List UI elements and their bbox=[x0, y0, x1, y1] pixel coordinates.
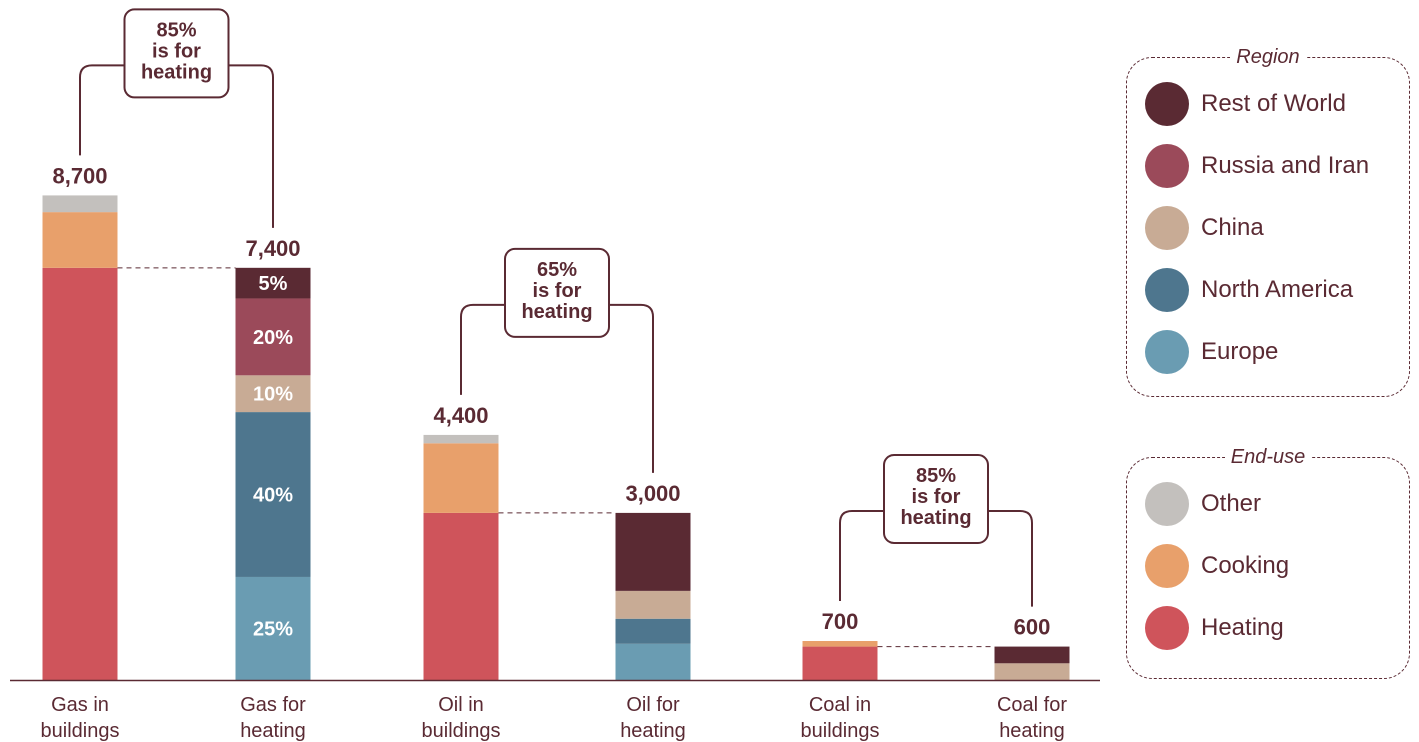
bar-segment-heating bbox=[42, 267, 118, 680]
rest-of-world-swatch bbox=[1145, 82, 1189, 126]
bar-total-label: 700 bbox=[822, 609, 859, 634]
bar-total-label: 7,400 bbox=[245, 236, 300, 261]
category-label-line: heating bbox=[620, 720, 686, 742]
category-label-line: Coal in bbox=[809, 694, 871, 716]
segment-share-label: 25% bbox=[253, 618, 293, 640]
category-label-line: heating bbox=[240, 720, 306, 742]
category-label-line: buildings bbox=[422, 720, 501, 742]
bar-segment-europe bbox=[235, 576, 311, 680]
annotation-text-line: heating bbox=[900, 507, 971, 529]
legend-item-rest-of-world: Rest of World bbox=[1145, 82, 1346, 126]
annotation-text-line: heating bbox=[521, 301, 592, 323]
bar-segment-china bbox=[994, 663, 1070, 680]
annotation-text: 85% is for heating bbox=[141, 19, 212, 83]
legend-item-other: Other bbox=[1145, 482, 1261, 526]
bar-segment-europe bbox=[615, 643, 691, 680]
segment-share-label: 5% bbox=[259, 273, 288, 295]
segment-share-label: 10% bbox=[253, 384, 293, 406]
legend-item-europe: Europe bbox=[1145, 330, 1278, 374]
category-label-line: Gas in bbox=[51, 694, 109, 716]
annotation-text: 65% is for heating bbox=[521, 259, 592, 323]
category-label: Gas for heating bbox=[240, 694, 306, 742]
legend-region: Region Rest of World Russia and Iran Chi… bbox=[1126, 46, 1410, 397]
annotation-text-line: heating bbox=[141, 61, 212, 83]
legend-region-title: Region bbox=[1230, 46, 1306, 68]
legend-item-heating: Heating bbox=[1145, 606, 1284, 650]
category-label: Oil for heating bbox=[620, 694, 686, 742]
bar-segment-other bbox=[423, 434, 499, 444]
category-label: Gas in buildings bbox=[41, 694, 120, 742]
bar-segment-north-america bbox=[615, 618, 691, 644]
annotation-text: 85% is for heating bbox=[900, 465, 971, 529]
stacked-bar-chart: 8,700 Gas in buildings 25% 40% 10% 20% 5% 7,400 G… bbox=[10, 8, 1100, 742]
bar-segment-russia-and-iran bbox=[235, 298, 311, 376]
bar-segment-rest-of-world bbox=[615, 512, 691, 591]
europe-swatch bbox=[1145, 330, 1189, 374]
legend-end-use-title: End-use bbox=[1224, 446, 1312, 468]
annotation-text-line: is for bbox=[533, 280, 582, 302]
annotation-text-line: 85% bbox=[916, 465, 956, 487]
annotation-text-line: 85% bbox=[156, 19, 196, 41]
legend-label: Rest of World bbox=[1201, 90, 1346, 117]
legend-item-north-america: North America bbox=[1145, 268, 1353, 312]
russia-and-iran-swatch bbox=[1145, 144, 1189, 188]
annotation-callout-box bbox=[883, 454, 989, 545]
bar-segment-heating bbox=[802, 646, 878, 680]
legend-label: Russia and Iran bbox=[1201, 152, 1370, 179]
bar-segment-china bbox=[235, 375, 311, 413]
other-swatch bbox=[1145, 482, 1189, 526]
bar-total-label: 600 bbox=[1014, 615, 1051, 640]
north-america-swatch bbox=[1145, 268, 1189, 312]
category-label-line: buildings bbox=[801, 720, 880, 742]
legend-label: Europe bbox=[1201, 338, 1279, 365]
annotation-text-line: 65% bbox=[537, 259, 577, 281]
category-label-line: Oil in bbox=[438, 694, 484, 716]
annotation-callout-box bbox=[123, 8, 230, 99]
bar-total-label: 3,000 bbox=[625, 481, 680, 506]
segment-share-label: 40% bbox=[253, 485, 293, 507]
legend-item-russia-and-iran: Russia and Iran bbox=[1145, 144, 1369, 188]
bar-segment-rest-of-world bbox=[235, 267, 311, 299]
legend-end-use: End-use Other Cooking Heating bbox=[1126, 446, 1410, 679]
china-swatch bbox=[1145, 206, 1189, 250]
legend-label: Other bbox=[1201, 490, 1262, 517]
bar-segment-heating bbox=[423, 512, 499, 680]
annotation-text-line: is for bbox=[912, 486, 961, 508]
category-label: Oil in buildings bbox=[422, 694, 501, 742]
bar-segment-rest-of-world bbox=[994, 646, 1070, 664]
bar-segment-cooking bbox=[42, 212, 118, 268]
bar-segment-cooking bbox=[802, 641, 878, 647]
legend-label: China bbox=[1201, 214, 1264, 241]
legend-label: North America bbox=[1201, 276, 1354, 303]
bar-total-label: 4,400 bbox=[433, 403, 488, 428]
legend-label: Heating bbox=[1201, 614, 1284, 641]
annotation-callout-box bbox=[504, 247, 610, 338]
bar-segment-cooking bbox=[423, 443, 499, 513]
annotation-text-line: is for bbox=[152, 40, 201, 62]
heating-swatch bbox=[1145, 606, 1189, 650]
category-label-line: Gas for bbox=[240, 694, 306, 716]
category-label: Coal for heating bbox=[997, 694, 1067, 742]
category-label: Coal in buildings bbox=[801, 694, 880, 742]
segment-share-label: 20% bbox=[253, 327, 293, 349]
bar-segment-other bbox=[42, 195, 118, 213]
cooking-swatch bbox=[1145, 544, 1189, 588]
bar-segment-china bbox=[615, 590, 691, 619]
category-label-line: heating bbox=[999, 720, 1065, 742]
legend-item-cooking: Cooking bbox=[1145, 544, 1289, 588]
legend-label: Cooking bbox=[1201, 552, 1290, 579]
category-label-line: Oil for bbox=[626, 694, 680, 716]
legend-item-china: China bbox=[1145, 206, 1264, 250]
category-label-line: Coal for bbox=[997, 694, 1067, 716]
category-label-line: buildings bbox=[41, 720, 120, 742]
bar-segment-north-america bbox=[235, 412, 311, 577]
bar-total-label: 8,700 bbox=[52, 163, 107, 188]
